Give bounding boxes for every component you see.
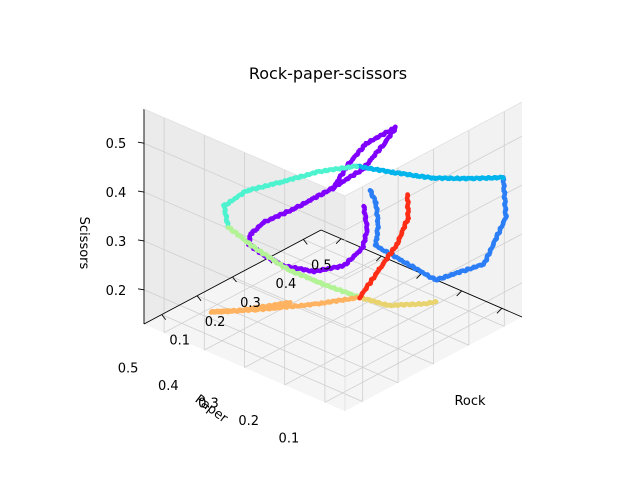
z-axis-label: Scissors	[76, 217, 91, 270]
data-point	[287, 300, 293, 305]
grid-line-paper	[163, 238, 342, 334]
series-4	[225, 225, 363, 300]
scissors-tick	[137, 190, 145, 193]
scissors-tick	[137, 239, 145, 242]
data-point	[361, 203, 367, 209]
paper-tick-label: 0.4	[158, 379, 179, 394]
paper-tick-label: 0.5	[118, 362, 139, 377]
series-1	[367, 175, 509, 283]
paper-tick	[496, 307, 503, 314]
grid-line-scissors	[344, 282, 523, 378]
grid-line-scissors	[344, 184, 523, 280]
series-3	[221, 163, 359, 230]
series-0	[246, 124, 398, 275]
series-5	[208, 294, 363, 315]
scissors-tick-label: 0.2	[106, 284, 127, 299]
scissors-tick	[137, 141, 145, 144]
rock-tick	[161, 314, 167, 320]
axis-lines	[143, 101, 523, 411]
paper-tick-label: 0.3	[198, 397, 219, 412]
scissors-tick-label: 0.4	[106, 186, 127, 201]
rock-tick	[302, 239, 308, 245]
pane-edge	[143, 108, 346, 197]
rock-tick-label: 0.5	[311, 258, 332, 273]
chart-title: Rock-paper-scissors	[249, 64, 407, 83]
rock-tick-label: 0.2	[205, 315, 226, 330]
rock-tick-label: 0.3	[240, 296, 261, 311]
paper-tick-label: 0.1	[279, 431, 300, 446]
grid-line-scissors	[143, 240, 346, 329]
grid-line-paper	[284, 290, 462, 386]
grid-line-paper	[204, 255, 382, 351]
scissors-tick-label: 0.5	[106, 137, 127, 152]
grid-line-scissors	[143, 289, 346, 378]
series-7	[357, 192, 411, 301]
paper-tick	[456, 290, 463, 297]
pane-edge	[344, 101, 523, 197]
series-6	[357, 295, 439, 309]
scissors-tick	[137, 288, 145, 291]
scissors-tick-label: 0.3	[106, 235, 127, 250]
tick-labels: 0.1 0.2 0.3 0.4 0.5 0.1 0.2 0.3 0.4 0.5 0.2 0.3 0.4 0…	[106, 137, 332, 446]
grid-line-paper	[244, 273, 422, 368]
grid-line-scissors	[143, 142, 346, 231]
paper-tick-label: 0.2	[238, 414, 259, 429]
rock-tick	[196, 295, 202, 302]
paper-tick	[335, 238, 342, 245]
rock-tick-label: 0.1	[169, 334, 190, 349]
data-point	[433, 299, 439, 305]
grid-line-paper	[324, 307, 503, 403]
grid-line-scissors	[143, 191, 346, 280]
rock-tick-label: 0.4	[276, 277, 297, 292]
data-points	[208, 124, 509, 315]
x-axis-label: Rock	[454, 394, 486, 409]
paper-tick	[375, 255, 382, 262]
rock-tick	[232, 276, 237, 283]
data-point	[405, 192, 410, 198]
paper-tick	[416, 273, 422, 279]
